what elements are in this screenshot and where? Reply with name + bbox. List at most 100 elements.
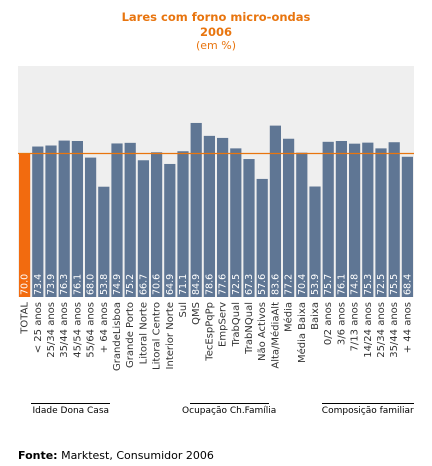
data-label: 72.5 <box>376 274 387 295</box>
bar <box>283 138 295 297</box>
data-label: 72.5 <box>231 274 242 295</box>
bar <box>19 153 31 297</box>
bar <box>71 140 83 297</box>
group-divider <box>31 403 111 404</box>
bar <box>243 159 255 297</box>
bar <box>388 142 400 297</box>
data-label: 70.4 <box>297 274 308 295</box>
bar <box>401 156 413 297</box>
bar <box>375 148 387 297</box>
category-label: 25/34 anos <box>376 302 387 358</box>
bar <box>217 137 229 297</box>
category-label: Litoral Centro <box>152 302 163 370</box>
group-label: Idade Dona Casa <box>32 406 110 416</box>
chart-subtitle: (em %) <box>195 39 236 52</box>
category-label: 35/44 anos <box>59 302 70 358</box>
bar <box>362 142 374 297</box>
category-label: TecEspPqPp <box>204 302 215 362</box>
source-note: Fonte: Marktest, Consumidor 2006 <box>18 449 214 462</box>
bar-chart: 70.0 73.4 73.9 76.3 76.1 68.0 53.8 74.9 75.2 66.7… <box>18 66 414 371</box>
group-divider <box>189 403 269 404</box>
data-label: 75.3 <box>363 274 374 295</box>
group-divider <box>321 403 414 404</box>
category-label: 0/2 anos <box>323 302 334 345</box>
bar <box>349 143 361 297</box>
data-label: 66.7 <box>138 274 149 295</box>
group-label: Composição familiar <box>321 406 414 416</box>
category-label: Interior Norte <box>165 302 176 369</box>
category-label: 35/44 anos <box>389 302 400 358</box>
data-label: 77.2 <box>284 274 295 295</box>
data-label: 53.9 <box>310 274 321 295</box>
data-label: 64.9 <box>165 274 176 295</box>
bar <box>177 151 189 297</box>
category-label: Média Baixa <box>296 302 308 363</box>
chart-year: 2006 <box>199 25 232 39</box>
category-label: GrandeLisboa <box>112 302 123 371</box>
data-label: 74.9 <box>112 274 123 295</box>
category-label: 3/6 anos <box>336 302 347 345</box>
bar <box>98 186 110 297</box>
bar <box>256 178 268 297</box>
category-label: + 44 anos <box>402 302 413 353</box>
data-label: 70.0 <box>20 274 31 295</box>
data-label: 68.0 <box>86 274 97 295</box>
category-label: 14/24 anos <box>363 302 374 358</box>
bar <box>58 140 70 297</box>
data-label: 71.1 <box>178 274 189 295</box>
category-label: 25/34 anos <box>46 302 57 358</box>
category-label: 45/54 anos <box>72 302 83 358</box>
bar <box>269 125 281 298</box>
bar <box>32 146 44 297</box>
bar <box>164 163 176 297</box>
category-label: < 25 anos <box>33 302 44 353</box>
bar <box>85 157 97 297</box>
category-label: Não Activos <box>257 302 268 361</box>
category-label: TrabQual <box>231 302 242 347</box>
category-label: Média <box>283 302 295 332</box>
category-label: 7/13 anos <box>350 302 361 351</box>
chart-title: Lares com forno micro-ondas <box>121 10 311 24</box>
data-label: 77.6 <box>218 274 229 295</box>
category-label: Alta/MédiaAlt <box>269 302 281 369</box>
data-label: 73.9 <box>46 274 57 295</box>
data-label: 78.6 <box>204 274 215 295</box>
bar <box>296 152 308 297</box>
data-label: 73.4 <box>33 274 44 295</box>
data-label: 67.3 <box>244 274 255 295</box>
bar <box>190 122 202 297</box>
category-label: TrabNQual <box>244 302 255 355</box>
category-label: Sul <box>178 302 189 317</box>
bar <box>203 135 215 297</box>
data-label: 75.5 <box>389 274 400 295</box>
data-label: 84.9 <box>191 274 202 295</box>
category-label: 55/64 anos <box>86 302 97 358</box>
bar <box>45 145 57 297</box>
bar <box>137 160 149 297</box>
category-label: TOTAL <box>20 302 31 335</box>
data-label: 75.7 <box>323 274 334 295</box>
category-label: + 64 anos <box>99 302 110 353</box>
category-label: Baixa <box>310 302 321 330</box>
data-label: 74.8 <box>350 274 361 295</box>
bar <box>309 186 321 297</box>
category-label: Litoral Norte <box>138 302 149 364</box>
data-label: 76.1 <box>72 274 83 295</box>
category-label: QMS <box>191 302 202 325</box>
data-label: 70.6 <box>152 274 163 295</box>
group-label: Ocupação Ch.Família <box>182 406 277 416</box>
bar <box>322 141 334 297</box>
category-label: EmpServ <box>218 302 229 347</box>
category-label: Grande Porto <box>125 302 136 368</box>
plot-area <box>18 66 414 297</box>
data-label: 76.3 <box>59 274 70 295</box>
bar <box>335 140 347 297</box>
bar <box>124 142 136 297</box>
data-label: 75.2 <box>125 274 136 295</box>
data-label: 68.4 <box>402 274 413 295</box>
bar <box>151 152 163 297</box>
data-label: 83.6 <box>270 274 281 295</box>
data-label: 53.8 <box>99 274 110 295</box>
data-label: 57.6 <box>257 274 268 295</box>
data-label: 76.1 <box>336 274 347 295</box>
